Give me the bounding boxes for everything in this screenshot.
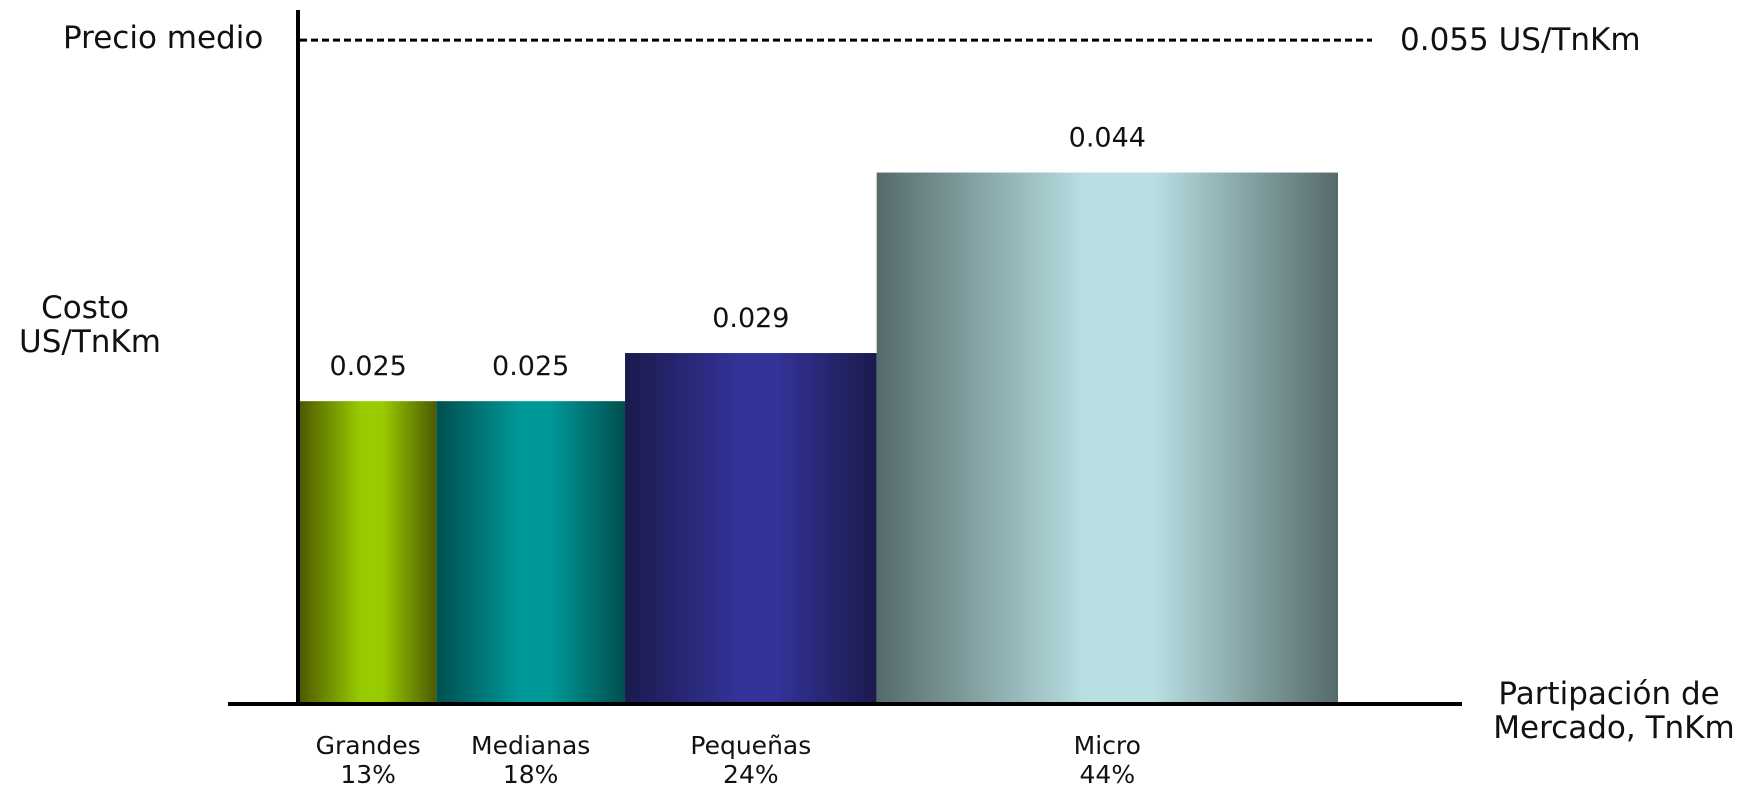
- bar-pequenas: [625, 353, 877, 702]
- x-axis-title-line-2: Mercado, TnKm: [1493, 710, 1734, 746]
- y-axis-title: Costo US/TnKm: [19, 290, 161, 360]
- category-label-pequenas: Pequeñas 24%: [690, 731, 811, 789]
- bar-medianas: [436, 401, 626, 702]
- category-name: Pequeñas: [690, 731, 811, 760]
- category-label-grandes: Grandes 13%: [316, 731, 421, 789]
- category-name: Grandes: [316, 731, 421, 760]
- reference-line-label: Precio medio: [63, 20, 263, 56]
- y-axis-title-line-2: US/TnKm: [19, 324, 161, 360]
- category-share: 44%: [1080, 760, 1136, 789]
- category-name: Medianas: [471, 731, 590, 760]
- category-share: 24%: [723, 760, 779, 789]
- value-label-grandes: 0.025: [330, 351, 407, 382]
- value-label-medianas: 0.025: [492, 351, 569, 382]
- reference-line-value: 0.055 US/TnKm: [1400, 22, 1641, 58]
- value-label-micro: 0.044: [1069, 123, 1146, 154]
- bar-micro: [876, 172, 1338, 703]
- category-label-micro: Micro 44%: [1074, 731, 1141, 789]
- value-label-pequenas: 0.029: [712, 303, 789, 334]
- category-label-medianas: Medianas 18%: [471, 731, 590, 789]
- category-name: Micro: [1074, 731, 1141, 760]
- category-share: 18%: [503, 760, 559, 789]
- category-labels: Grandes 13% Medianas 18% Pequeñas 24% Micro 44%: [316, 731, 1141, 789]
- x-axis-title-line-1: Partipación de: [1498, 676, 1719, 712]
- x-axis-title: Partipación de Mercado, TnKm: [1493, 676, 1734, 746]
- y-axis-title-line-1: Costo: [41, 290, 129, 326]
- value-labels: 0.025 0.025 0.029 0.044: [330, 123, 1146, 383]
- bar-grandes: [300, 401, 437, 702]
- bars: [300, 172, 1338, 703]
- category-share: 13%: [340, 760, 396, 789]
